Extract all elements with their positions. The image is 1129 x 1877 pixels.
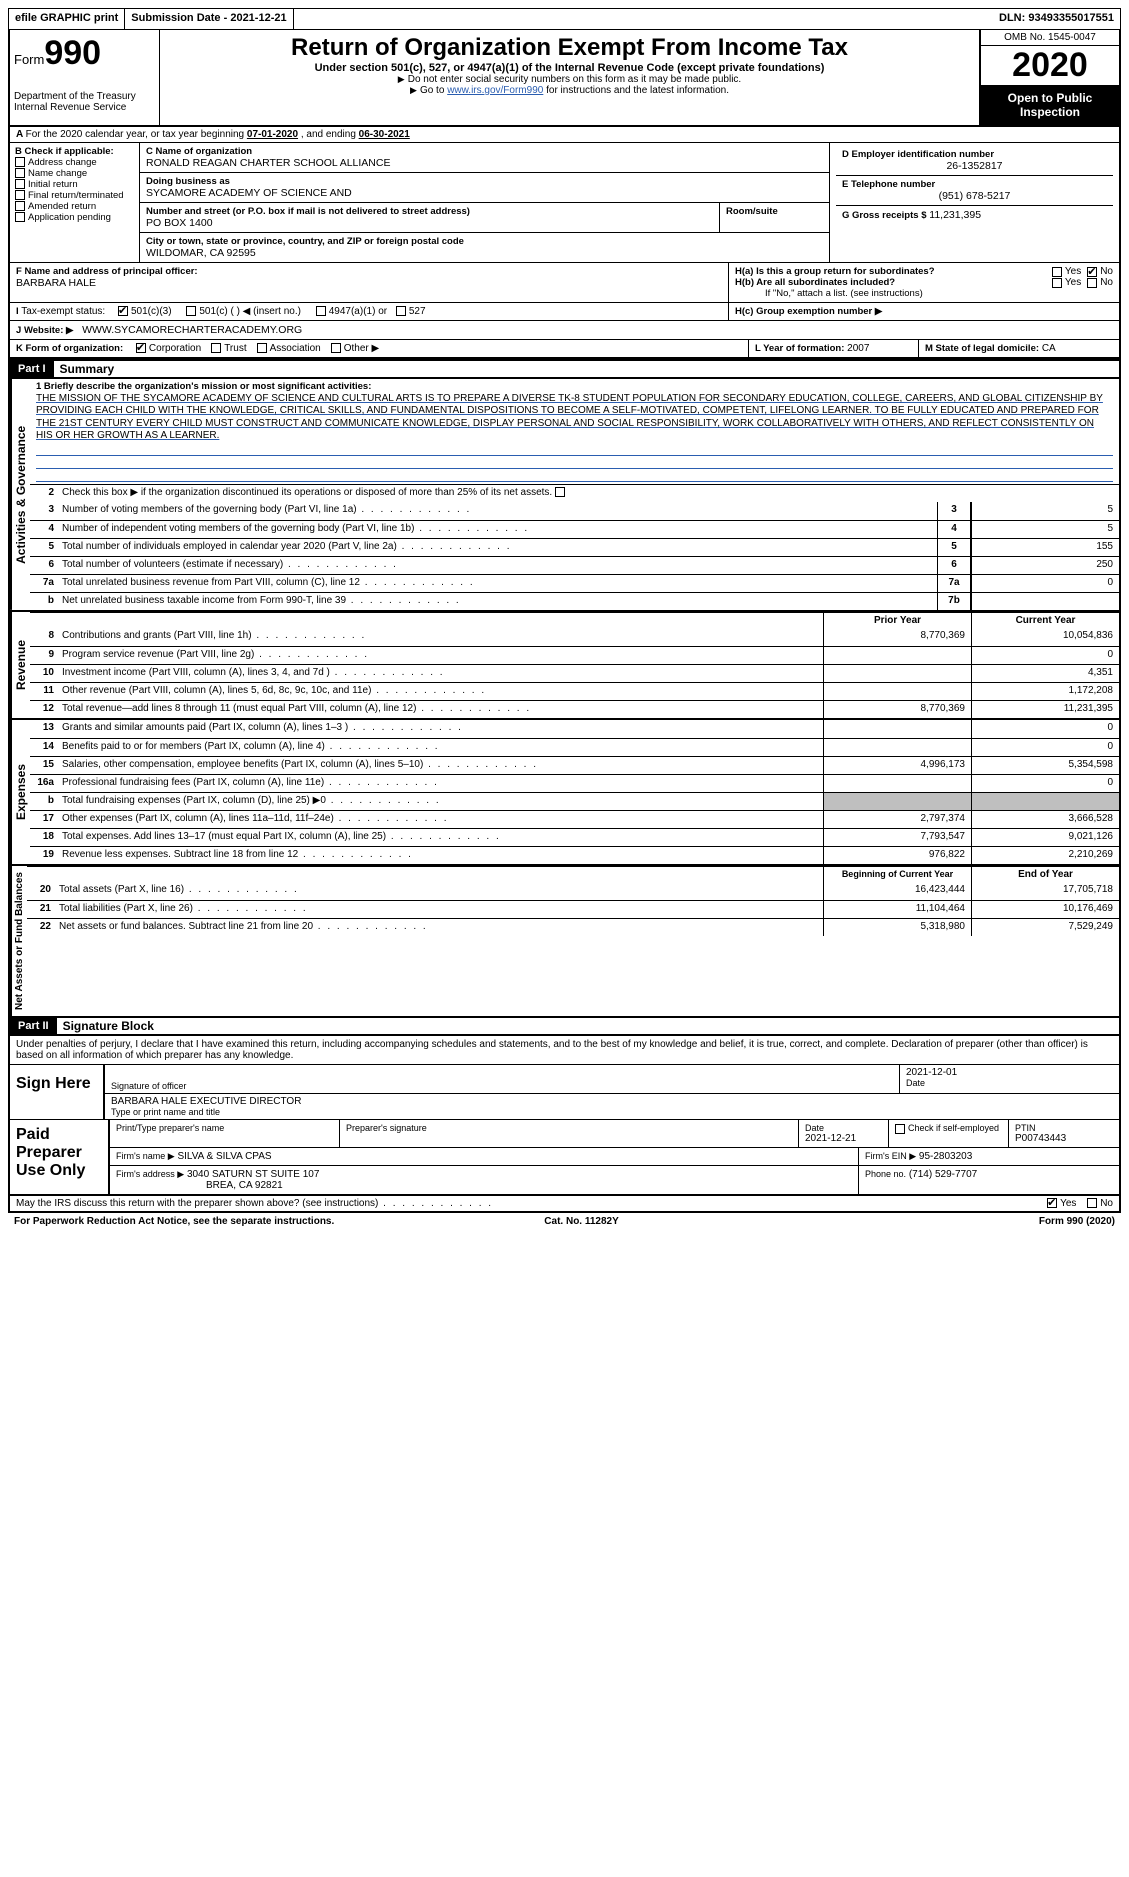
activities-governance: Activities & Governance 1 Briefly descri… — [8, 379, 1121, 612]
dln-cell: DLN: 93493355017551 — [993, 9, 1120, 29]
box-c: C Name of organization RONALD REAGAN CHA… — [140, 143, 829, 262]
header-left: Form990 Department of the Treasury Inter… — [10, 30, 160, 125]
box-h: H(a) Is this a group return for subordin… — [729, 263, 1119, 302]
note-ssn: Do not enter social security numbers on … — [168, 74, 971, 85]
form-title: Return of Organization Exempt From Incom… — [168, 34, 971, 62]
box-b: B Check if applicable: Address changeNam… — [10, 143, 140, 262]
hb-yes-checkbox[interactable] — [1052, 278, 1062, 288]
501c3-checkbox[interactable] — [118, 306, 128, 316]
open-inspection: Open to Public Inspection — [981, 85, 1119, 125]
box-l: L Year of formation: 2007 — [749, 340, 919, 357]
discuss-no-checkbox[interactable] — [1087, 1198, 1097, 1208]
part1-header: Part I Summary — [8, 359, 1121, 379]
dba-name: SYCAMORE ACADEMY OF SCIENCE AND — [146, 187, 823, 199]
box-d-e-g: D Employer identification number 26-1352… — [829, 143, 1119, 262]
hb-no-checkbox[interactable] — [1087, 278, 1097, 288]
netassets-section: Net Assets or Fund Balances Beginning of… — [8, 866, 1121, 1018]
i-hc-block: I Tax-exempt status: 501(c)(3) 501(c) ( … — [8, 303, 1121, 321]
revenue-section: Revenue Prior Year Current Year 8Contrib… — [8, 612, 1121, 720]
tax-year: 2020 — [981, 46, 1119, 85]
501c-checkbox[interactable] — [186, 306, 196, 316]
gross-receipts: 11,231,395 — [929, 209, 981, 221]
dept-treasury: Department of the Treasury Internal Reve… — [14, 91, 155, 113]
submission-cell: Submission Date - 2021-12-21 — [125, 9, 293, 29]
box-k: K Form of organization: CorporationTrust… — [10, 340, 749, 357]
box-hc: H(c) Group exemption number ▶ — [729, 303, 1119, 320]
top-bar: efile GRAPHIC print Submission Date - 20… — [8, 8, 1121, 30]
4947-checkbox[interactable] — [316, 306, 326, 316]
ha-yes-checkbox[interactable] — [1052, 267, 1062, 277]
irs-link[interactable]: www.irs.gov/Form990 — [447, 85, 543, 96]
klm-block: K Form of organization: CorporationTrust… — [8, 340, 1121, 359]
header-right: OMB No. 1545-0047 2020 Open to Public In… — [979, 30, 1119, 125]
signature-block: Sign Here Signature of officer 2021-12-0… — [8, 1065, 1121, 1196]
officer-printed: BARBARA HALE EXECUTIVE DIRECTOR — [111, 1096, 1113, 1107]
street: PO BOX 1400 — [146, 217, 713, 229]
perjury-declaration: Under penalties of perjury, I declare th… — [8, 1036, 1121, 1065]
self-employed-checkbox[interactable] — [895, 1124, 905, 1134]
org-name: RONALD REAGAN CHARTER SCHOOL ALLIANCE — [146, 157, 823, 169]
bcd-block: B Check if applicable: Address changeNam… — [8, 143, 1121, 263]
form-header: Form990 Department of the Treasury Inter… — [8, 30, 1121, 127]
box-f: F Name and address of principal officer:… — [10, 263, 729, 302]
discuss-row: May the IRS discuss this return with the… — [8, 1196, 1121, 1213]
box-i: I Tax-exempt status: 501(c)(3) 501(c) ( … — [10, 303, 729, 320]
omb-number: OMB No. 1545-0047 — [981, 30, 1119, 46]
website: WWW.SYCAMORECHARTERACADEMY.ORG — [82, 324, 302, 336]
officer-name: BARBARA HALE — [16, 277, 722, 289]
mission-text: THE MISSION OF THE SYCAMORE ACADEMY OF S… — [36, 393, 1113, 443]
firm-name: SILVA & SILVA CPAS — [177, 1151, 271, 1162]
discuss-yes-checkbox[interactable] — [1047, 1198, 1057, 1208]
ein: 26-1352817 — [842, 160, 1107, 172]
box-j: J Website: ▶ WWW.SYCAMORECHARTERACADEMY.… — [8, 321, 1121, 340]
header-mid: Return of Organization Exempt From Incom… — [160, 30, 979, 125]
ha-no-checkbox[interactable] — [1087, 267, 1097, 277]
box-m: M State of legal domicile: CA — [919, 340, 1119, 357]
phone: (951) 678-5217 — [842, 190, 1107, 202]
line2-checkbox[interactable] — [555, 487, 565, 497]
note-link: Go to www.irs.gov/Form990 for instructio… — [168, 85, 971, 96]
city-state-zip: WILDOMAR, CA 92595 — [146, 247, 823, 259]
form-subtitle: Under section 501(c), 527, or 4947(a)(1)… — [168, 62, 971, 74]
part2-header: Part II Signature Block — [8, 1018, 1121, 1036]
527-checkbox[interactable] — [396, 306, 406, 316]
section-a: A For the 2020 calendar year, or tax yea… — [8, 127, 1121, 143]
page-footer: For Paperwork Reduction Act Notice, see … — [8, 1213, 1121, 1230]
efile-label: efile GRAPHIC print — [9, 9, 125, 29]
expenses-section: Expenses 13Grants and similar amounts pa… — [8, 720, 1121, 866]
f-h-block: F Name and address of principal officer:… — [8, 263, 1121, 303]
